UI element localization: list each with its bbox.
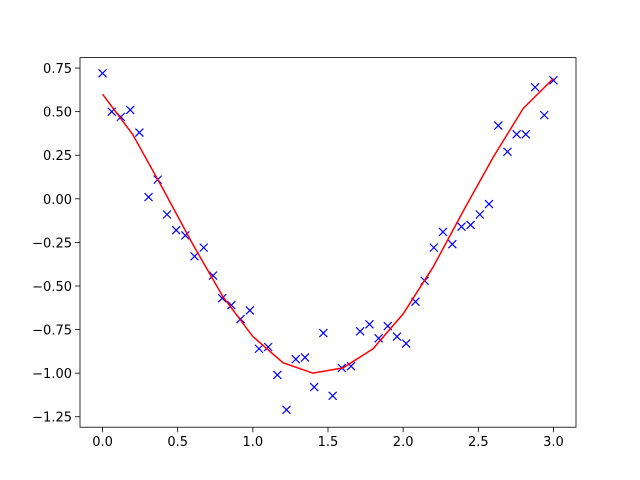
marker [346,361,356,371]
marker [447,239,457,249]
y-tick-label: 0.00 [43,193,72,208]
curve [101,77,554,374]
marker [134,128,144,137]
marker [190,251,199,261]
marker [429,243,439,253]
y-tick-label: 0.75 [43,62,72,77]
marker [521,129,531,139]
marker [300,353,310,362]
x-tick-label: 0.0 [92,435,113,450]
marker [208,271,218,280]
y-tick-label: −0.75 [32,324,72,339]
marker [539,110,549,120]
x-tick-label: 2.0 [393,435,414,450]
marker [530,82,540,92]
y-tick-label: −0.25 [32,236,72,251]
x-tick-label: 3.0 [543,435,564,450]
axes-frame [79,57,577,428]
y-tick-label: 0.50 [43,106,72,121]
marker [309,382,319,392]
x-tick-label: 1.0 [243,435,264,450]
marker [365,319,374,329]
marker [392,332,402,341]
marker [144,192,153,202]
marker [318,328,328,338]
marker [263,342,273,352]
marker [484,199,494,209]
marker [125,105,135,115]
marker [291,354,301,364]
marker [226,300,236,310]
marker [282,405,291,415]
x-tick-label: 2.5 [468,435,489,450]
y-tick-label: −1.00 [32,367,72,382]
marker [466,220,476,230]
x-tick-label: 1.5 [318,435,339,450]
marker [457,222,466,232]
y-tick-label: −1.25 [32,411,72,426]
marker [199,243,209,253]
marker [355,326,365,336]
marker [180,231,190,240]
marker [217,293,227,303]
x-tick-label: 0.5 [167,435,188,450]
marker [493,121,503,131]
marker [98,68,107,78]
y-tick-label: 0.25 [43,149,72,164]
marker [549,75,558,85]
marker [254,344,264,354]
marker [503,147,512,157]
marker [512,129,522,139]
marker [438,227,448,237]
marker [401,339,411,348]
marker [272,370,282,380]
marker [374,333,384,343]
marker [162,210,172,219]
marker [475,210,485,219]
marker [245,305,255,315]
marker [171,225,181,235]
y-tick-label: −0.50 [32,280,72,295]
marker [328,391,338,401]
